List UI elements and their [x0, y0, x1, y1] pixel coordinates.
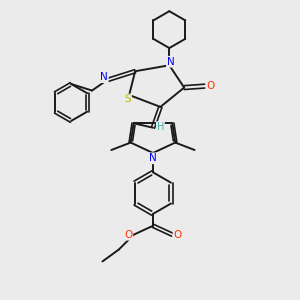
Text: O: O — [124, 230, 132, 240]
Text: N: N — [100, 72, 108, 82]
Text: O: O — [206, 81, 214, 91]
Text: S: S — [124, 94, 131, 104]
Text: N: N — [149, 153, 157, 163]
Text: O: O — [173, 230, 182, 240]
Text: N: N — [167, 57, 175, 67]
Text: H: H — [157, 122, 164, 132]
